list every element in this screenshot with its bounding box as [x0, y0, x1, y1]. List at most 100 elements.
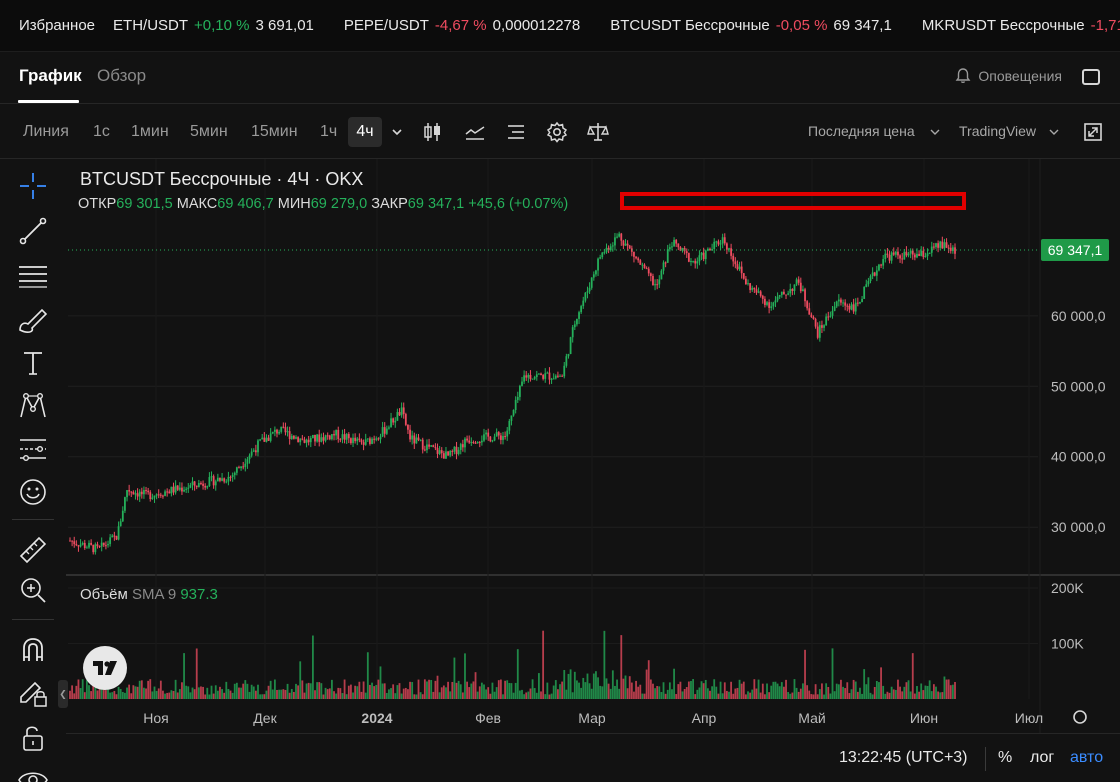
- pencil-lock-icon[interactable]: [16, 676, 50, 710]
- eye-icon[interactable]: [16, 763, 50, 782]
- candle-body: [113, 535, 116, 537]
- candle-body: [861, 298, 863, 303]
- chevron-down-icon[interactable]: [929, 126, 941, 138]
- candle-body: [143, 490, 145, 495]
- volume-bar: [335, 693, 338, 699]
- indicators-icon[interactable]: [465, 122, 485, 142]
- candle-body: [470, 442, 473, 444]
- price-type-dropdown[interactable]: Последняя цена: [808, 123, 915, 139]
- volume-bar: [286, 683, 289, 699]
- chart-area[interactable]: 30 000,0 40 000,0 50 000,0 60 000,0 100K 200K…: [66, 159, 1120, 782]
- candle-body: [702, 252, 705, 260]
- candle-body: [288, 431, 291, 440]
- interval-1m[interactable]: 1мин: [131, 123, 169, 140]
- annotation-rectangle[interactable]: [620, 192, 966, 210]
- volume-bar: [466, 681, 468, 699]
- volume-bar: [780, 682, 783, 699]
- candle-body: [162, 495, 164, 497]
- candle-body: [257, 440, 259, 453]
- horizontal-lines-icon[interactable]: [16, 258, 50, 292]
- ruler-icon[interactable]: [16, 533, 50, 567]
- candle-body: [284, 427, 287, 433]
- candle-body: [679, 247, 682, 251]
- favorites-label[interactable]: Избранное: [19, 17, 96, 34]
- volume-bar: [694, 694, 697, 699]
- fullscreen-icon[interactable]: [1083, 122, 1103, 142]
- volume-bar: [563, 670, 566, 699]
- volume-bar: [725, 690, 728, 699]
- trend-line-icon[interactable]: [16, 214, 50, 248]
- candle-body: [827, 316, 830, 318]
- alerts-button[interactable]: Оповещения: [954, 67, 1062, 85]
- tab-chart[interactable]: График: [19, 66, 82, 85]
- volume-bar: [295, 683, 297, 699]
- candle-body: [768, 302, 771, 308]
- ticker-item-btc[interactable]: BTCUSDT Бессрочные -0,05 % 69 347,1: [610, 17, 892, 34]
- log-scale-toggle[interactable]: лог: [1030, 749, 1055, 766]
- tradingview-logo-icon: [93, 661, 117, 675]
- volume-bar: [278, 689, 281, 699]
- clock-timezone[interactable]: 13:22:45 (UTC+3): [839, 749, 968, 766]
- interval-1h[interactable]: 1ч: [320, 123, 338, 140]
- volume-bar: [73, 693, 76, 699]
- volume-bar: [692, 679, 694, 699]
- price-chart[interactable]: 30 000,0 40 000,0 50 000,0 60 000,0 100K 200K…: [66, 159, 1120, 733]
- zoom-in-icon[interactable]: [16, 573, 50, 607]
- candle-body: [394, 420, 397, 423]
- list-icon[interactable]: [506, 122, 526, 142]
- candle-body: [721, 237, 724, 244]
- candle-body: [751, 287, 754, 290]
- crosshair-icon[interactable]: [16, 169, 50, 203]
- magnet-icon[interactable]: [16, 633, 50, 667]
- volume-bar: [685, 687, 688, 699]
- candle-body: [94, 544, 97, 553]
- volume-bar: [951, 684, 954, 699]
- emoji-icon[interactable]: [16, 475, 50, 509]
- volume-bar: [544, 694, 547, 699]
- volume-bar: [495, 687, 498, 699]
- axis-settings-icon[interactable]: [1073, 710, 1087, 724]
- candle-body: [407, 424, 409, 430]
- volume-bar: [231, 692, 234, 699]
- candle-body: [455, 446, 458, 455]
- volume-tick-label: 100K: [1051, 636, 1084, 652]
- candle-body: [897, 251, 899, 256]
- layout-toggle-icon[interactable]: [1082, 69, 1100, 85]
- candle-body: [789, 289, 792, 294]
- auto-scale-toggle[interactable]: авто: [1070, 749, 1104, 766]
- brush-icon[interactable]: [16, 302, 50, 336]
- interval-5m[interactable]: 5мин: [190, 123, 228, 140]
- chevron-down-icon[interactable]: [1048, 126, 1060, 138]
- candles-icon[interactable]: [423, 121, 443, 143]
- volume-bar: [409, 681, 411, 699]
- percent-scale-toggle[interactable]: %: [998, 749, 1013, 766]
- candle-body: [787, 293, 790, 295]
- candle-body: [538, 373, 540, 375]
- collapse-toolbar-button[interactable]: ❮: [58, 680, 68, 708]
- chart-engine-dropdown[interactable]: TradingView: [959, 123, 1037, 139]
- chevron-down-icon[interactable]: [391, 126, 403, 138]
- candle-body: [913, 254, 916, 258]
- tradingview-logo[interactable]: [83, 646, 127, 690]
- line-chart-button[interactable]: Линия: [23, 123, 69, 140]
- ticker-item-eth[interactable]: ETH/USDT +0,10 % 3 691,01: [113, 17, 314, 34]
- candle-body: [157, 494, 160, 496]
- interval-4h[interactable]: 4ч: [348, 117, 382, 147]
- compare-scale-icon[interactable]: [587, 121, 609, 143]
- tab-overview[interactable]: Обзор: [97, 66, 147, 85]
- unlock-icon[interactable]: [16, 721, 50, 755]
- forecast-tool-icon[interactable]: [16, 432, 50, 466]
- candle-body: [713, 241, 716, 250]
- ticker-item-pepe[interactable]: PEPE/USDT -4,67 % 0,000012278: [343, 17, 581, 34]
- volume-bar: [208, 694, 211, 699]
- candle-body: [98, 546, 101, 548]
- price-tick-label: 30 000,0: [1051, 519, 1106, 535]
- candle-body: [658, 279, 661, 285]
- pattern-tool-icon[interactable]: [16, 389, 50, 423]
- ticker-item-mkr[interactable]: MKRUSDT Бессрочные -1,71 % 2: [921, 17, 1120, 34]
- interval-15m[interactable]: 15мин: [251, 123, 298, 140]
- interval-1s[interactable]: 1с: [93, 123, 110, 140]
- settings-gear-icon[interactable]: [546, 121, 568, 143]
- volume-label: Объём: [80, 586, 128, 603]
- text-tool-icon[interactable]: [16, 346, 50, 380]
